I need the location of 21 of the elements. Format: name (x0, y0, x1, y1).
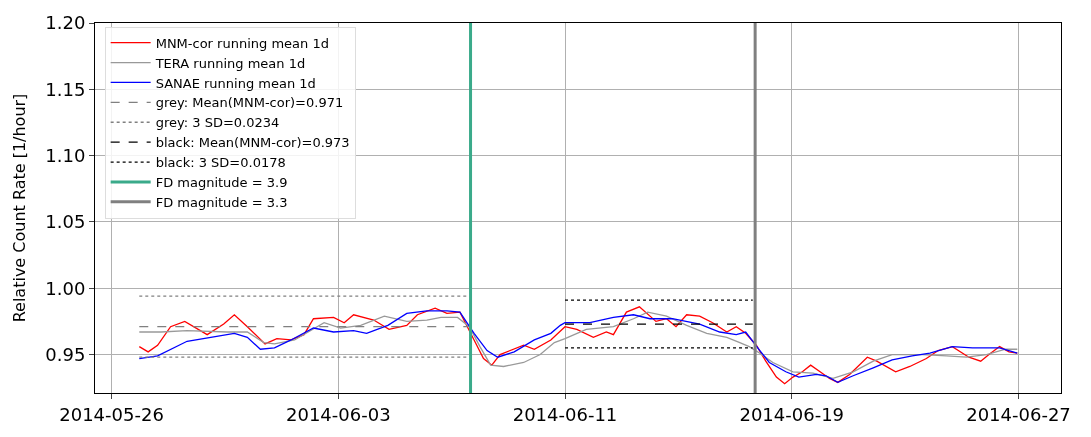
y-tick-label: 1.00 (45, 277, 86, 299)
x-tick-label: 2014-06-19 (739, 403, 845, 425)
y-axis-title: Relative Count Rate [1/hour] (10, 93, 30, 323)
x-tick-label: 2014-06-03 (285, 403, 391, 425)
x-tick-label: 2014-05-26 (59, 403, 164, 425)
legend-label: FD magnitude = 3.3 (155, 194, 288, 210)
legend-label: SANAE running mean 1d (155, 75, 316, 91)
legend-label: TERA running mean 1d (154, 55, 306, 71)
x-tick-label: 2014-06-11 (512, 403, 618, 425)
legend-label: black: Mean(MNM-cor)=0.973 (155, 135, 350, 151)
y-tick-label: 1.20 (45, 12, 86, 34)
y-tick-label: 0.95 (45, 343, 86, 365)
y-tick-label: 1.15 (45, 78, 86, 100)
y-tick-label: 1.05 (45, 211, 86, 233)
legend-label: grey: 3 SD=0.0234 (155, 115, 280, 131)
y-tick-label: 1.10 (45, 144, 86, 166)
legend-label: grey: Mean(MNM-cor)=0.971 (155, 95, 344, 111)
x-tick-label: 2014-06-27 (966, 403, 1071, 425)
legend-label: MNM-cor running mean 1d (155, 35, 329, 51)
legend-label: FD magnitude = 3.9 (155, 175, 288, 191)
legend-label: black: 3 SD=0.0178 (155, 155, 286, 171)
